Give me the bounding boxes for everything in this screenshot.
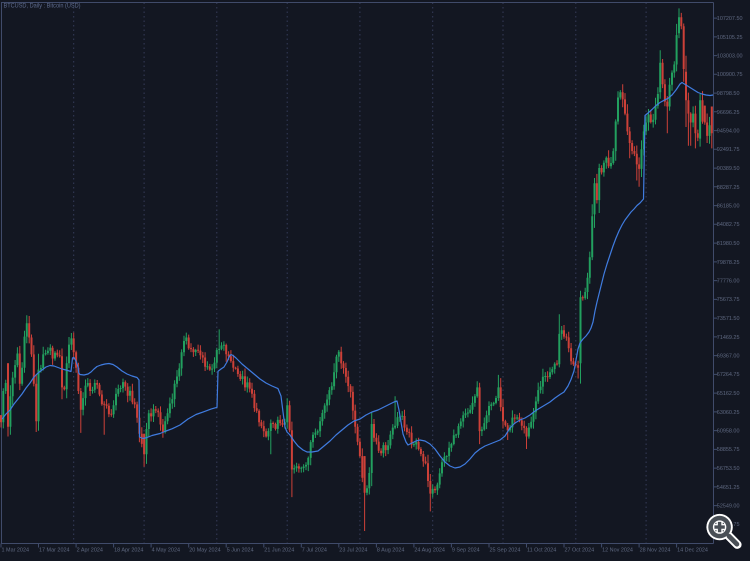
- svg-text:77776.00: 77776.00: [717, 279, 740, 285]
- svg-text:103003.00: 103003.00: [717, 54, 743, 60]
- svg-text:81980.50: 81980.50: [717, 241, 740, 247]
- svg-text:105105.25: 105105.25: [717, 35, 743, 41]
- svg-text:20 May 2024: 20 May 2024: [189, 548, 220, 554]
- svg-text:7 Jul 2024: 7 Jul 2024: [302, 548, 327, 554]
- svg-text:107207.50: 107207.50: [717, 16, 743, 22]
- svg-text:90389.50: 90389.50: [717, 166, 740, 172]
- svg-text:100900.75: 100900.75: [717, 72, 743, 78]
- svg-text:BTCUSD, Daily : Bitcoin (USD): BTCUSD, Daily : Bitcoin (USD): [4, 2, 81, 9]
- svg-text:67264.75: 67264.75: [717, 372, 740, 378]
- svg-text:23 Jul 2024: 23 Jul 2024: [339, 548, 367, 554]
- svg-text:24 Aug 2024: 24 Aug 2024: [414, 548, 445, 554]
- svg-text:17 Mar 2024: 17 Mar 2024: [39, 548, 70, 554]
- svg-text:96696.25: 96696.25: [717, 110, 740, 116]
- svg-text:25 Sep 2024: 25 Sep 2024: [490, 548, 521, 554]
- svg-text:84082.75: 84082.75: [717, 222, 740, 228]
- svg-text:27 Oct 2024: 27 Oct 2024: [565, 548, 595, 554]
- svg-text:79878.25: 79878.25: [717, 260, 740, 266]
- svg-text:11 Oct 2024: 11 Oct 2024: [527, 548, 556, 554]
- svg-text:56753.50: 56753.50: [717, 466, 740, 472]
- svg-text:88287.25: 88287.25: [717, 185, 740, 191]
- svg-text:71469.25: 71469.25: [717, 335, 740, 341]
- svg-text:18 Apr 2024: 18 Apr 2024: [114, 548, 143, 554]
- svg-text:9 Sep 2024: 9 Sep 2024: [452, 548, 480, 554]
- svg-text:4 May 2024: 4 May 2024: [152, 548, 180, 554]
- svg-text:1 Mar 2024: 1 Mar 2024: [2, 548, 30, 554]
- svg-text:98798.50: 98798.50: [717, 91, 740, 97]
- svg-text:12 Nov 2024: 12 Nov 2024: [602, 548, 633, 554]
- svg-text:2 Apr 2024: 2 Apr 2024: [77, 548, 103, 554]
- svg-text:75673.75: 75673.75: [717, 297, 740, 303]
- svg-text:73571.50: 73571.50: [717, 316, 740, 322]
- svg-text:69367.00: 69367.00: [717, 354, 740, 360]
- svg-text:54651.25: 54651.25: [717, 485, 740, 491]
- svg-text:94594.00: 94594.00: [717, 129, 740, 135]
- svg-text:63060.25: 63060.25: [717, 410, 740, 416]
- svg-text:60958.00: 60958.00: [717, 429, 740, 435]
- svg-text:65162.50: 65162.50: [717, 391, 740, 397]
- svg-text:8 Aug 2024: 8 Aug 2024: [377, 548, 405, 554]
- svg-text:28 Nov 2024: 28 Nov 2024: [640, 548, 671, 554]
- svg-text:52549.00: 52549.00: [717, 504, 740, 510]
- svg-text:58855.75: 58855.75: [717, 447, 740, 453]
- svg-text:21 Jun 2024: 21 Jun 2024: [264, 548, 294, 554]
- svg-text:92491.75: 92491.75: [717, 147, 740, 153]
- svg-text:86185.00: 86185.00: [717, 204, 740, 210]
- svg-text:14 Dec 2024: 14 Dec 2024: [677, 548, 708, 554]
- svg-text:5 Jun 2024: 5 Jun 2024: [227, 548, 254, 554]
